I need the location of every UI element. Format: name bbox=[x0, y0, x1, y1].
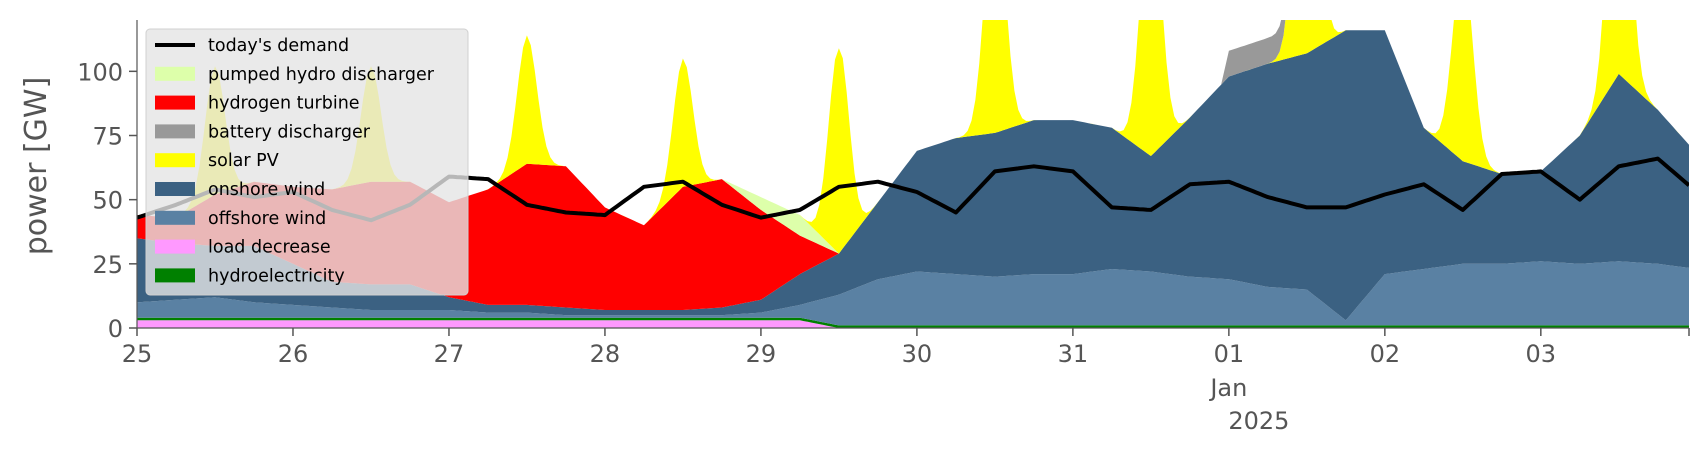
legend-swatch-onshore-wind bbox=[155, 182, 195, 196]
area-hydrogen-turbine bbox=[137, 30, 1689, 311]
x-tick-label: 27 bbox=[434, 340, 465, 368]
legend-swatch-load-decrease bbox=[155, 239, 195, 254]
legend-label-hydroelectricity: hydroelectricity bbox=[208, 266, 345, 286]
x-tick-label: 02 bbox=[1370, 340, 1401, 368]
legend-swatch-solar-pv bbox=[155, 153, 195, 168]
legend-label-pumped-hydro-discharger: pumped hydro discharger bbox=[208, 65, 435, 85]
legend-label-today-s-demand: today's demand bbox=[208, 36, 349, 56]
y-tick-label: 0 bbox=[108, 315, 123, 343]
legend-swatch-hydrogen-turbine bbox=[155, 95, 195, 110]
legend-swatch-battery-discharger bbox=[155, 124, 195, 139]
x-tick-label: 03 bbox=[1526, 340, 1557, 368]
y-axis-title: power [GW] bbox=[19, 77, 54, 256]
legend-swatch-offshore-wind bbox=[155, 210, 195, 225]
x-tick-sublabel: 2025 bbox=[1228, 407, 1289, 435]
legend-box bbox=[145, 28, 469, 296]
x-tick-sublabel: Jan bbox=[1208, 374, 1247, 402]
legend-label-offshore-wind: offshore wind bbox=[208, 209, 326, 229]
area-load-decrease bbox=[137, 320, 1689, 328]
x-tick-label: 01 bbox=[1214, 340, 1245, 368]
x-tick-label: 29 bbox=[746, 340, 777, 368]
x-tick-label: 31 bbox=[1058, 340, 1089, 368]
legend[interactable]: today's demand pumped hydro discharger hyd… bbox=[145, 28, 469, 296]
x-tick-label: 25 bbox=[122, 340, 153, 368]
x-tick-label: 30 bbox=[902, 340, 933, 368]
y-tick-label: 100 bbox=[77, 58, 123, 86]
legend-label-solar-pv: solar PV bbox=[208, 151, 279, 171]
area-hydroelectricity bbox=[137, 317, 1689, 328]
x-tick-label: 28 bbox=[590, 340, 621, 368]
legend-swatch-pumped-hydro-discharger bbox=[155, 66, 195, 81]
y-tick-label: 25 bbox=[92, 251, 123, 279]
area-solar-pv bbox=[137, 20, 1689, 254]
legend-label-onshore-wind: onshore wind bbox=[208, 180, 325, 200]
legend-label-hydrogen-turbine: hydrogen turbine bbox=[208, 94, 360, 114]
y-tick-label: 75 bbox=[92, 123, 123, 151]
legend-label-load-decrease: load decrease bbox=[208, 238, 331, 258]
legend-swatch-hydroelectricity bbox=[155, 268, 195, 283]
area-onshore-wind bbox=[137, 30, 1689, 321]
area-offshore-wind bbox=[137, 261, 1689, 326]
stacked-areas bbox=[137, 20, 1689, 328]
legend-label-battery-discharger: battery discharger bbox=[208, 122, 371, 142]
x-tick-label: 26 bbox=[278, 340, 309, 368]
y-tick-label: 50 bbox=[92, 187, 123, 215]
